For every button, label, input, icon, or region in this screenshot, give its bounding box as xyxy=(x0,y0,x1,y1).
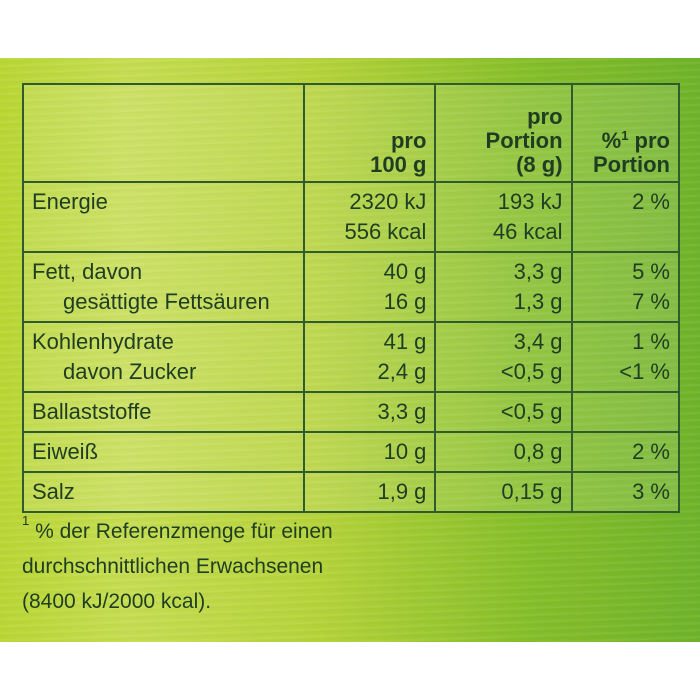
cell-line: 5 % xyxy=(632,259,670,284)
header-line: 100 g xyxy=(370,152,427,177)
per-portion-cell: 0,8 g xyxy=(434,431,573,473)
header-line: %1 pro xyxy=(581,129,670,153)
per-100g-cell: 2320 kJ 556 kcal xyxy=(302,181,437,253)
cell-line: 0,15 g xyxy=(501,479,563,504)
cell-line: Eiweiß xyxy=(32,439,99,464)
nutrition-table: pro 100 g pro Portion (8 g) %1 pro Porti… xyxy=(22,83,681,513)
per-portion-cell: 0,15 g xyxy=(434,471,573,513)
cell-line: 7 % xyxy=(632,289,670,314)
cell-line: <1 % xyxy=(619,359,670,384)
footnote: 1 % der Referenzmenge für einen durchsch… xyxy=(22,514,542,619)
table-row: Fett, davon gesättigte Fettsäuren 40 g 16 g… xyxy=(22,251,681,323)
nutrient-cell: Kohlenhydrate davon Zucker xyxy=(22,321,305,393)
per-100g-cell: 10 g xyxy=(302,431,437,473)
footnote-line: 1 % der Referenzmenge für einen xyxy=(22,514,542,549)
header-line: pro xyxy=(390,128,427,153)
table-header-row: pro 100 g pro Portion (8 g) %1 pro Porti… xyxy=(22,83,681,183)
header-per-portion: pro Portion (8 g) xyxy=(434,83,573,183)
cell-line: 193 kJ xyxy=(497,189,563,214)
footnote-text: % der Referenzmenge für einen xyxy=(29,520,333,543)
cell-line: Energie xyxy=(32,189,108,214)
header-line-part: pro xyxy=(628,128,670,153)
header-line-part: % xyxy=(601,128,622,153)
per-100g-cell: 3,3 g xyxy=(302,391,437,433)
header-line: pro xyxy=(527,104,563,129)
cell-line: 1,3 g xyxy=(513,289,563,314)
cell-line: 1 % xyxy=(632,329,670,354)
cell-line: 41 g xyxy=(383,329,427,354)
cell-line: gesättigte Fettsäuren xyxy=(63,289,270,314)
table-row: Salz 1,9 g 0,15 g 3 % xyxy=(22,471,681,513)
cell-line: 3 % xyxy=(632,479,670,504)
footnote-line: durchschnittlichen Erwachsenen xyxy=(22,555,324,578)
cell-line: davon Zucker xyxy=(63,359,197,384)
header-line: Portion xyxy=(485,128,563,153)
per-portion-cell: 193 kJ 46 kcal xyxy=(434,181,573,253)
percent-cell xyxy=(570,391,681,433)
percent-cell: 3 % xyxy=(570,471,681,513)
per-100g-cell: 41 g 2,4 g xyxy=(302,321,437,393)
per-100g-cell: 40 g 16 g xyxy=(302,251,437,323)
cell-line: 2 % xyxy=(632,189,670,214)
cell-line: Salz xyxy=(32,479,75,504)
cell-line: 3,4 g xyxy=(513,329,563,354)
cell-line: 40 g xyxy=(383,259,427,284)
header-per-100g: pro 100 g xyxy=(302,83,437,183)
per-portion-cell: <0,5 g xyxy=(434,391,573,433)
cell-line: Ballaststoffe xyxy=(32,399,152,424)
nutrient-cell: Salz xyxy=(22,471,305,513)
cell-line: 16 g xyxy=(383,289,427,314)
footnote-marker: 1 xyxy=(22,513,30,528)
table-body: Energie 2320 kJ 556 kcal 193 kJ 46 kcal 2 % Fe… xyxy=(22,181,681,513)
per-portion-cell: 3,3 g 1,3 g xyxy=(434,251,573,323)
cell-line: 3,3 g xyxy=(377,399,427,424)
cell-line: 2320 kJ xyxy=(349,189,427,214)
table-row: Eiweiß 10 g 0,8 g 2 % xyxy=(22,431,681,473)
nutrient-cell: Fett, davon gesättigte Fettsäuren xyxy=(22,251,305,323)
nutrient-cell: Ballaststoffe xyxy=(22,391,305,433)
cell-line: 0,8 g xyxy=(513,439,563,464)
nutrient-cell: Energie xyxy=(22,181,305,253)
percent-cell: 1 % <1 % xyxy=(570,321,681,393)
cell-line: <0,5 g xyxy=(500,359,563,384)
nutrient-cell: Eiweiß xyxy=(22,431,305,473)
footnote-line: (8400 kJ/2000 kcal). xyxy=(22,590,212,613)
per-portion-cell: 3,4 g <0,5 g xyxy=(434,321,573,393)
cell-line: 2 % xyxy=(632,439,670,464)
per-100g-cell: 1,9 g xyxy=(302,471,437,513)
cell-line: Fett, davon xyxy=(32,259,143,284)
footnote-marker: 1 xyxy=(621,128,629,143)
cell-line: 1,9 g xyxy=(377,479,427,504)
cell-line: <0,5 g xyxy=(500,399,563,424)
percent-cell: 5 % 7 % xyxy=(570,251,681,323)
header-percent-portion: %1 pro Portion xyxy=(570,83,681,183)
percent-cell: 2 % xyxy=(570,431,681,473)
cell-line: 46 kcal xyxy=(492,219,563,244)
cell-line: 556 kcal xyxy=(344,219,427,244)
table-row: Ballaststoffe 3,3 g <0,5 g xyxy=(22,391,681,433)
header-nutrient xyxy=(22,83,305,183)
table-row: Kohlenhydrate davon Zucker 41 g 2,4 g 3,4 g <… xyxy=(22,321,681,393)
header-line: Portion xyxy=(593,152,670,177)
cell-line: 2,4 g xyxy=(377,359,427,384)
cell-line: 10 g xyxy=(383,439,427,464)
percent-cell: 2 % xyxy=(570,181,681,253)
table-row: Energie 2320 kJ 556 kcal 193 kJ 46 kcal 2 % xyxy=(22,181,681,253)
header-line: (8 g) xyxy=(516,152,563,177)
cell-line: 3,3 g xyxy=(513,259,563,284)
cell-line: Kohlenhydrate xyxy=(32,329,174,354)
